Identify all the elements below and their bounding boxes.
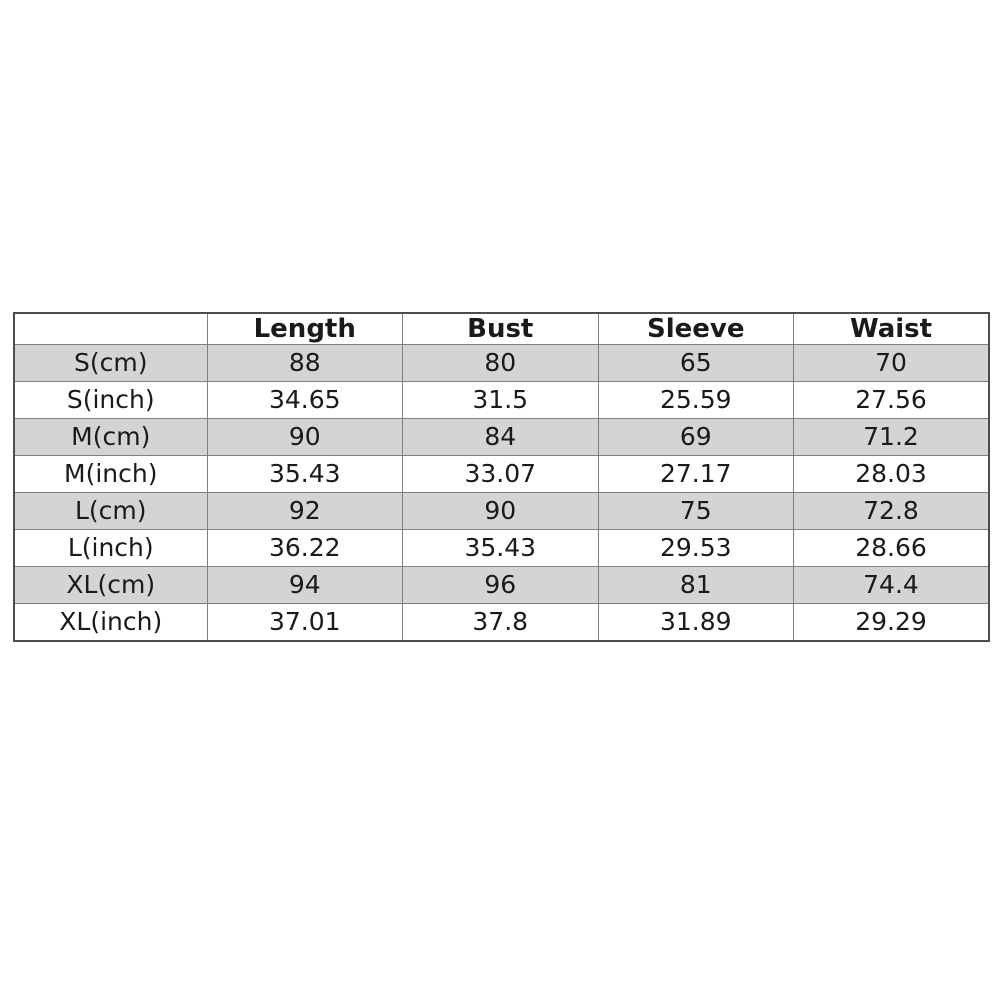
size-chart-table: Length Bust Sleeve Waist S(cm) 88 80 65 70 S(… [13,312,990,642]
value-cell: 92 [206,491,403,530]
table-row: M(cm) 90 84 69 71.2 [13,417,990,456]
header-cell-waist: Waist [793,312,990,345]
row-label-cell: M(cm) [13,417,208,456]
header-cell-length: Length [206,312,403,345]
value-cell: 69 [597,417,794,456]
value-cell: 25.59 [597,380,794,419]
value-cell: 81 [597,565,794,604]
row-label-cell: S(cm) [13,344,208,382]
value-cell: 70 [793,344,990,382]
header-cell-empty [13,312,208,345]
table-row: M(inch) 35.43 33.07 27.17 28.03 [13,454,990,493]
row-label-cell: S(inch) [13,380,208,419]
row-label-cell: M(inch) [13,454,208,493]
value-cell: 29.53 [597,528,794,567]
header-cell-sleeve: Sleeve [597,312,794,345]
header-cell-bust: Bust [402,312,599,345]
value-cell: 65 [597,344,794,382]
value-cell: 28.66 [793,528,990,567]
table-row: S(cm) 88 80 65 70 [13,344,990,382]
table-body: S(cm) 88 80 65 70 S(inch) 34.65 31.5 25.59 27.56 M… [13,344,990,642]
value-cell: 84 [402,417,599,456]
value-cell: 33.07 [402,454,599,493]
value-cell: 35.43 [206,454,403,493]
value-cell: 80 [402,344,599,382]
value-cell: 27.17 [597,454,794,493]
header-row: Length Bust Sleeve Waist [13,312,990,345]
row-label-cell: L(cm) [13,491,208,530]
value-cell: 71.2 [793,417,990,456]
value-cell: 35.43 [402,528,599,567]
value-cell: 29.29 [793,602,990,642]
value-cell: 72.8 [793,491,990,530]
table-row: L(inch) 36.22 35.43 29.53 28.66 [13,528,990,567]
value-cell: 34.65 [206,380,403,419]
row-label-cell: L(inch) [13,528,208,567]
table-row: XL(cm) 94 96 81 74.4 [13,565,990,604]
value-cell: 74.4 [793,565,990,604]
value-cell: 88 [206,344,403,382]
row-label-cell: XL(cm) [13,565,208,604]
value-cell: 31.5 [402,380,599,419]
value-cell: 37.8 [402,602,599,642]
value-cell: 90 [206,417,403,456]
value-cell: 90 [402,491,599,530]
value-cell: 96 [402,565,599,604]
value-cell: 31.89 [597,602,794,642]
value-cell: 27.56 [793,380,990,419]
table-row: L(cm) 92 90 75 72.8 [13,491,990,530]
value-cell: 36.22 [206,528,403,567]
value-cell: 37.01 [206,602,403,642]
row-label-cell: XL(inch) [13,602,208,642]
table-row: XL(inch) 37.01 37.8 31.89 29.29 [13,602,990,642]
value-cell: 28.03 [793,454,990,493]
value-cell: 94 [206,565,403,604]
value-cell: 75 [597,491,794,530]
table-row: S(inch) 34.65 31.5 25.59 27.56 [13,380,990,419]
